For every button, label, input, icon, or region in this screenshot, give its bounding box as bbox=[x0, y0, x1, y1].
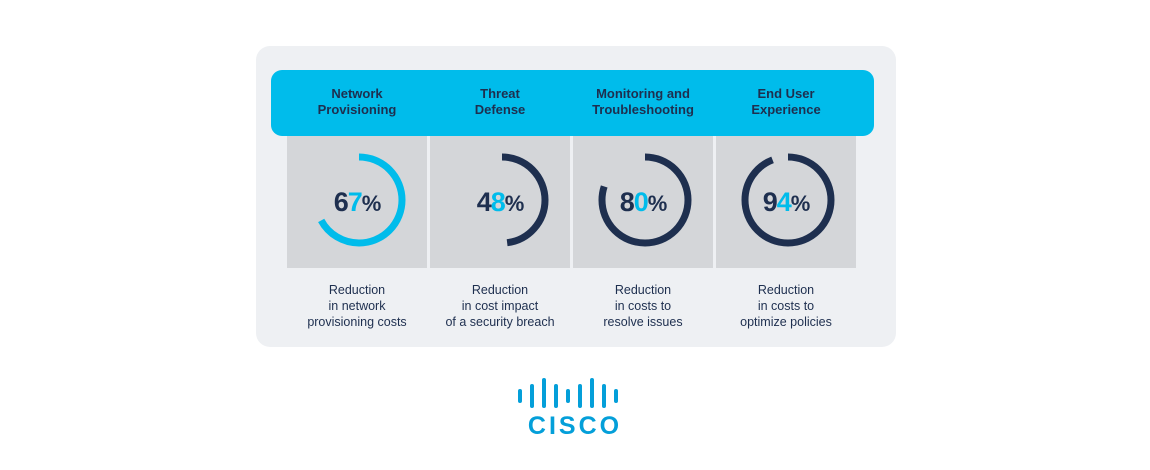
stat-tile-end-user-experience: 94% bbox=[716, 136, 856, 268]
progress-ring bbox=[741, 153, 835, 247]
description-network-provisioning: Reduction in network provisioning costs bbox=[307, 283, 407, 329]
description-monitoring-troubleshooting: Reduction in costs to resolve issues bbox=[603, 283, 683, 329]
cisco-logo: CISCO bbox=[514, 376, 636, 440]
header-network-provisioning: Network Provisioning bbox=[317, 86, 397, 117]
cisco-bridge-bars-icon bbox=[518, 378, 618, 408]
progress-ring bbox=[598, 153, 692, 247]
progress-ring bbox=[312, 153, 406, 247]
stat-tile-network-provisioning: 67% bbox=[287, 136, 427, 268]
progress-ring-arc bbox=[312, 153, 406, 247]
percent-value: 67% bbox=[333, 187, 382, 217]
header-threat-defense: Threat Defense bbox=[474, 86, 526, 117]
description-end-user-experience: Reduction in costs to optimize policies bbox=[740, 283, 832, 329]
stat-tile-threat-defense: 48% bbox=[430, 136, 570, 268]
header-bar bbox=[271, 70, 874, 136]
description-threat-defense: Reduction in cost impact of a security b… bbox=[445, 283, 555, 329]
cisco-wordmark: CISCO bbox=[527, 412, 623, 440]
percent-value: 94% bbox=[762, 187, 811, 217]
percent-value: 48% bbox=[476, 187, 525, 217]
progress-ring-arc bbox=[741, 153, 835, 247]
progress-ring-arc bbox=[455, 153, 549, 247]
header-monitoring-troubleshooting: Monitoring and Troubleshooting bbox=[592, 86, 694, 117]
stat-tile-monitoring-troubleshooting: 80% bbox=[573, 136, 713, 268]
progress-ring bbox=[455, 153, 549, 247]
progress-ring-arc bbox=[598, 153, 692, 247]
header-end-user-experience: End User Experience bbox=[751, 86, 821, 117]
percent-value: 80% bbox=[619, 187, 668, 217]
